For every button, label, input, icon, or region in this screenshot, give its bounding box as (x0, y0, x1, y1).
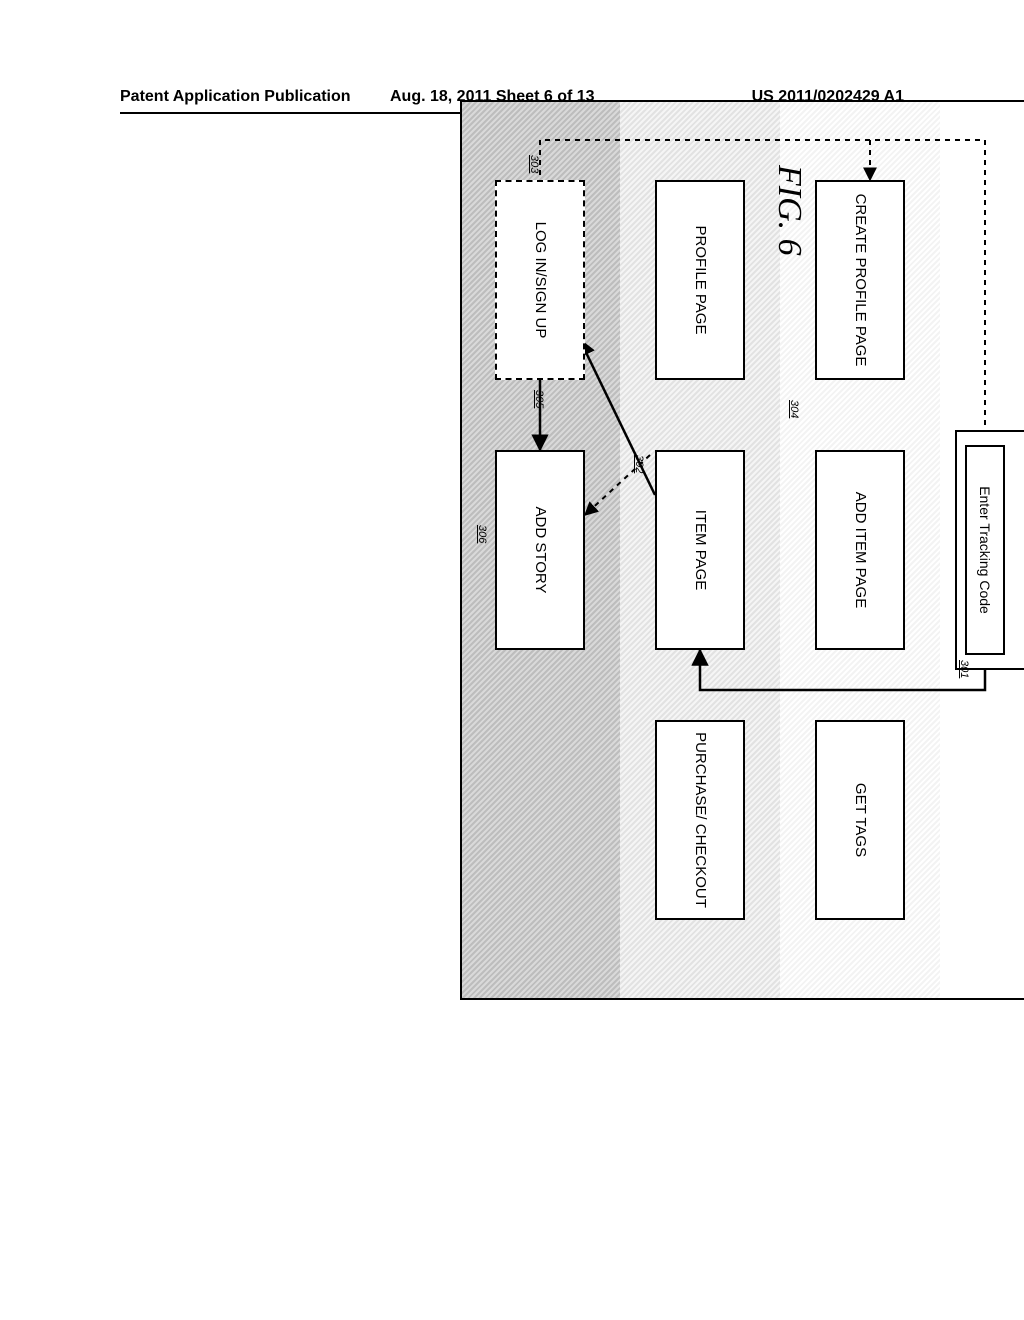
figure-label: FIG. 6 (770, 165, 808, 256)
node-label: ADD ITEM PAGE (851, 492, 868, 608)
node-label: GET TAGS (851, 783, 868, 857)
node-create-profile: CREATE PROFILE PAGE (815, 180, 905, 380)
diagram-container: Typical Site Path for the Recipient (140, 230, 780, 1130)
ref-301: 301 (958, 660, 970, 678)
node-label: ADD STORY (531, 507, 548, 594)
ref-302: 302 (633, 455, 645, 473)
node-profile-page: PROFILE PAGE (655, 180, 745, 380)
node-label: PROFILE PAGE (691, 226, 708, 335)
node-login-signup: LOG IN/SIGN UP (495, 180, 585, 380)
node-enter-tracking-code: Enter Tracking Code (965, 445, 1005, 655)
page: Patent Application Publication Aug. 18, … (0, 0, 1024, 1320)
ref-305: 305 (533, 390, 545, 408)
node-label: LOG IN/SIGN UP (531, 222, 548, 339)
node-add-item: ADD ITEM PAGE (815, 450, 905, 650)
ref-304: 304 (788, 400, 800, 418)
node-item-page: ITEM PAGE (655, 450, 745, 650)
node-label: PURCHASE/ CHECKOUT (691, 732, 708, 908)
node-label: ITEM PAGE (691, 510, 708, 591)
flowchart: Typical Site Path for the Recipient (460, 100, 1024, 1000)
node-purchase-checkout: PURCHASE/ CHECKOUT (655, 720, 745, 920)
header-left: Patent Application Publication (120, 88, 351, 106)
node-label: Enter Tracking Code (977, 486, 993, 614)
node-add-story: ADD STORY (495, 450, 585, 650)
ref-303: 303 (528, 155, 540, 173)
node-get-tags: GET TAGS (815, 720, 905, 920)
ref-306: 306 (476, 525, 488, 543)
node-label: CREATE PROFILE PAGE (851, 194, 868, 367)
